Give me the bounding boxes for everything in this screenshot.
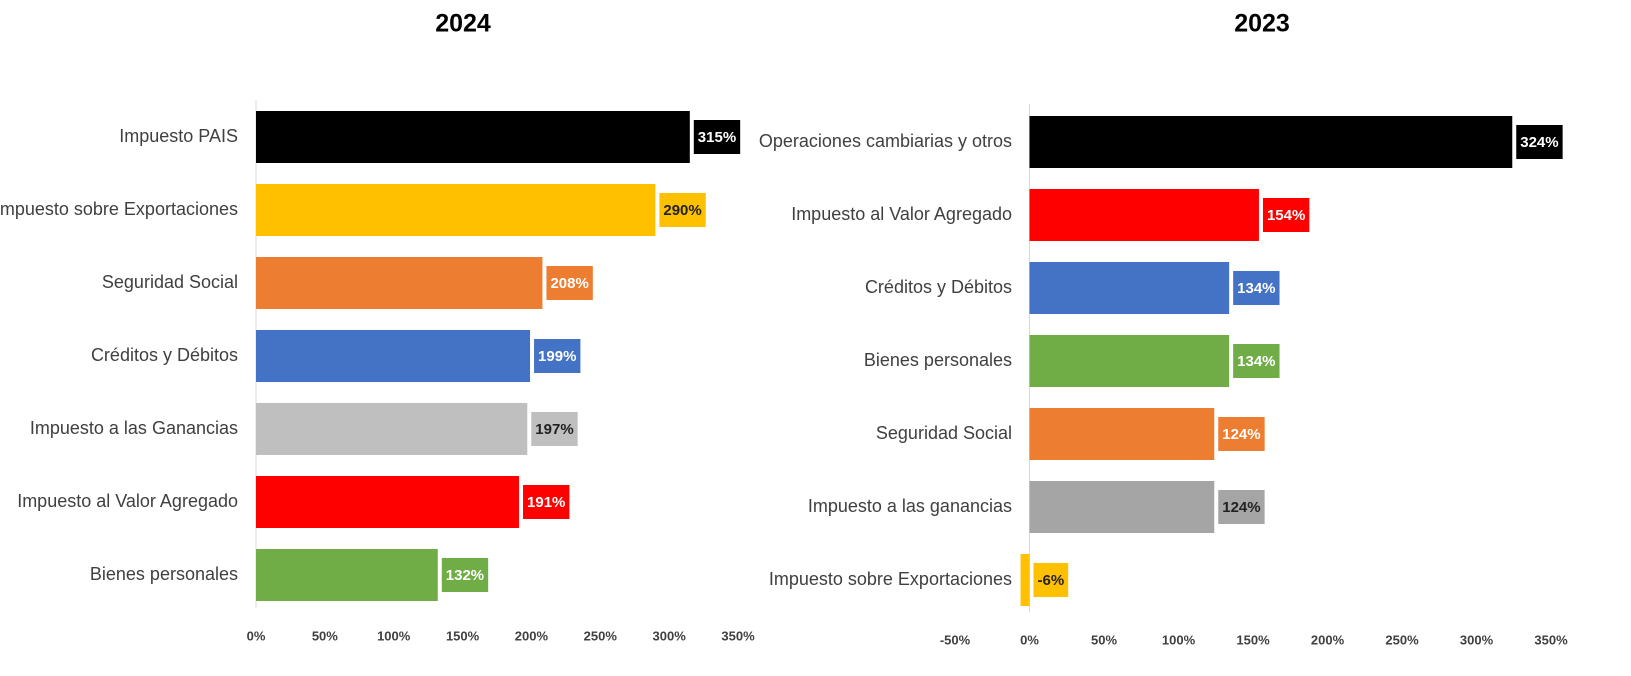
category-label: Bienes personales <box>864 350 1012 370</box>
category-label: Seguridad Social <box>102 272 238 292</box>
value-label: 199% <box>538 348 576 365</box>
value-label: 124% <box>1222 499 1260 516</box>
value-label-box <box>1233 271 1280 305</box>
chart-title: 2023 <box>1234 10 1290 38</box>
x-tick-label: 0% <box>1020 632 1039 647</box>
category-label: Impuesto al Valor Agregado <box>17 491 238 511</box>
bar <box>1029 116 1513 168</box>
value-label: 191% <box>527 494 565 511</box>
bar <box>256 111 690 163</box>
value-label: 134% <box>1237 353 1275 370</box>
category-label: Impuesto sobre Exportaciones <box>769 569 1012 589</box>
bar <box>1029 481 1215 533</box>
x-tick-label: 50% <box>312 628 338 643</box>
category-label: Seguridad Social <box>876 423 1012 443</box>
category-label: Impuesto PAIS <box>119 126 238 146</box>
bar <box>256 403 528 455</box>
x-tick-label: 150% <box>446 628 480 643</box>
category-label: Impuesto a las Ganancias <box>30 418 238 438</box>
x-tick-label: 300% <box>1460 632 1494 647</box>
x-tick-label: 150% <box>1236 632 1270 647</box>
value-label-box <box>1516 125 1563 159</box>
value-label: 154% <box>1267 207 1305 224</box>
value-label-box <box>441 558 489 592</box>
category-label: Impuesto al Valor Agregado <box>791 204 1012 224</box>
x-tick-label: -50% <box>940 632 971 647</box>
value-label-box <box>534 339 581 373</box>
value-label-box <box>1033 563 1069 597</box>
x-tick-label: 300% <box>653 628 687 643</box>
value-label-box <box>1262 198 1310 232</box>
x-tick-label: 350% <box>721 628 755 643</box>
x-tick-label: 250% <box>584 628 618 643</box>
bar <box>256 257 543 309</box>
category-label: Operaciones cambiarias y otros <box>759 131 1012 151</box>
value-label: 290% <box>663 202 701 219</box>
x-tick-label: 250% <box>1385 632 1419 647</box>
x-tick-label: 350% <box>1534 632 1568 647</box>
category-label: Impuesto sobre Exportaciones <box>0 199 238 219</box>
value-label: 197% <box>535 421 573 438</box>
value-label: 208% <box>550 275 588 292</box>
bar <box>256 184 656 236</box>
category-label: Impuesto a las ganancias <box>808 496 1012 516</box>
x-tick-label: 50% <box>1091 632 1117 647</box>
bar <box>1020 554 1030 606</box>
value-label-box <box>1233 344 1280 378</box>
value-label-box <box>546 266 593 300</box>
bar <box>1029 335 1230 387</box>
x-tick-label: 100% <box>377 628 411 643</box>
value-label: 124% <box>1222 426 1260 443</box>
bar <box>1029 262 1230 314</box>
x-tick-label: 100% <box>1162 632 1196 647</box>
value-label: -6% <box>1038 572 1065 589</box>
bar <box>256 549 438 601</box>
value-label-box <box>531 412 578 446</box>
value-label: 132% <box>446 567 484 584</box>
category-label: Créditos y Débitos <box>91 345 238 365</box>
chart-title: 2024 <box>435 10 491 38</box>
bar <box>256 476 520 528</box>
value-label-box <box>1218 417 1265 451</box>
value-label-box <box>523 485 570 519</box>
value-label-box <box>659 193 706 227</box>
bar <box>1029 408 1215 460</box>
category-label: Créditos y Débitos <box>865 277 1012 297</box>
value-label: 324% <box>1520 134 1558 151</box>
value-label-box <box>693 120 741 154</box>
x-tick-label: 200% <box>1311 632 1345 647</box>
bar <box>256 330 531 382</box>
value-label: 134% <box>1237 280 1275 297</box>
x-tick-label: 200% <box>515 628 549 643</box>
value-label-box <box>1218 490 1265 524</box>
value-label: 315% <box>698 129 736 146</box>
bar <box>1029 189 1259 241</box>
x-tick-label: 0% <box>247 628 266 643</box>
category-label: Bienes personales <box>90 564 238 584</box>
